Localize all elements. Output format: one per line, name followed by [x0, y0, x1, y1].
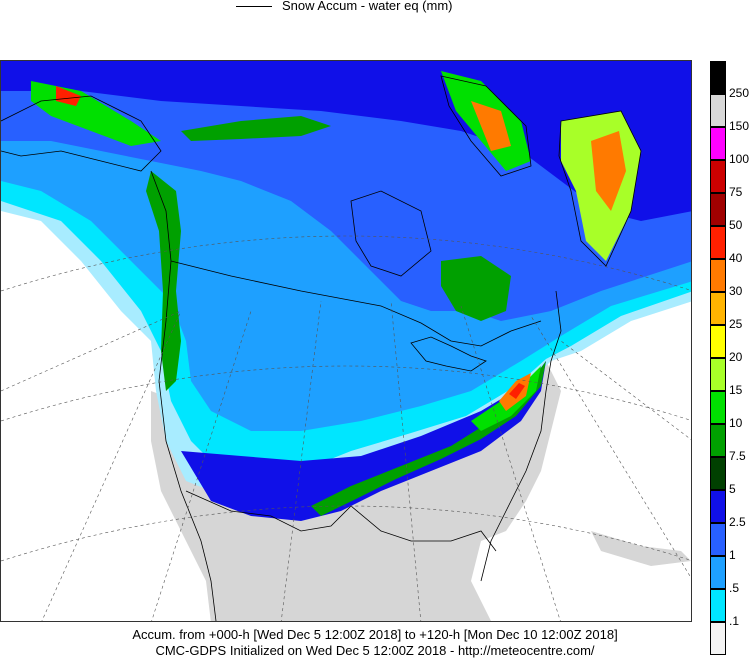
color-scale-swatch [710, 523, 726, 556]
color-scale-label: 15 [729, 383, 743, 397]
us-mexico-border [185, 490, 352, 532]
color-scale-swatch [710, 259, 726, 292]
color-scale-label: 150 [729, 119, 750, 133]
color-scale-swatch [710, 193, 726, 226]
footer-model-info: CMC-GDPS Initialized on Wed Dec 5 12:00Z… [155, 643, 595, 658]
color-scale-label: 50 [729, 218, 743, 232]
color-scale-swatch [710, 94, 726, 127]
longitude-line [151, 310, 252, 621]
color-scale-swatch [710, 490, 726, 523]
color-scale-label: 2.5 [729, 515, 746, 529]
snow-field-deep [1, 61, 691, 221]
snow-max-appalachians-core [509, 383, 525, 399]
color-scale-swatch [710, 556, 726, 589]
west-coastline [150, 170, 217, 621]
longitude-line [560, 340, 691, 440]
greenland-coast [558, 110, 642, 267]
color-scale-label: 40 [729, 251, 743, 265]
east-coastline [480, 290, 562, 582]
hudson-bay-coast [350, 190, 432, 277]
color-scale-swatch [710, 127, 726, 160]
color-scale-swatch [710, 622, 726, 655]
latitude-line [1, 505, 691, 562]
map-boundaries [1, 75, 642, 621]
color-scale-label: 5 [729, 482, 736, 496]
color-scale-swatch [710, 391, 726, 424]
longitude-line [280, 300, 322, 621]
snow-band-great-plains-deep [181, 361, 546, 521]
color-scale-swatch [710, 325, 726, 358]
color-scale-label: .1 [729, 614, 740, 628]
color-scale-swatch [710, 424, 726, 457]
color-scale-label: 20 [729, 350, 743, 364]
legend-label: Snow Accum - water eq (mm) [282, 0, 453, 13]
color-scale-swatch [710, 160, 726, 193]
land-caribbean [591, 531, 691, 566]
snow-accumulation-map [0, 60, 692, 622]
map-canvas [1, 61, 691, 621]
color-scale-label: .5 [729, 581, 740, 595]
snow-band-alaska-max [56, 86, 81, 106]
color-scale-swatch [710, 457, 726, 490]
color-scale-label: 10 [729, 416, 743, 430]
great-lakes [410, 336, 487, 372]
snow-band-green [311, 361, 546, 516]
color-scale-label: 100 [729, 152, 750, 166]
snow-band-arctic [181, 116, 331, 141]
color-scale-swatch [710, 589, 726, 622]
latitude-line [1, 235, 691, 292]
color-scale-label: 7.5 [729, 449, 746, 463]
snow-band-greenland-max [591, 131, 626, 211]
color-scale-swatch [710, 358, 726, 391]
color-scale-swatch [710, 61, 726, 94]
snow-band-quebec [441, 256, 511, 321]
color-scale-swatch [710, 292, 726, 325]
longitude-line [460, 305, 561, 621]
color-scale-swatch [710, 226, 726, 259]
latitude-line [1, 365, 691, 422]
color-scale-label: 75 [729, 185, 743, 199]
snow-band-pacific-coast [146, 171, 181, 391]
legend-line-sample [236, 6, 272, 7]
color-scale-label: 250 [729, 86, 750, 100]
alaska-coast [1, 95, 162, 172]
color-scale-label: 30 [729, 284, 743, 298]
footer-accumulation-range: Accum. from +000-h [Wed Dec 5 12:00Z 201… [132, 627, 618, 642]
longitude-line [41, 310, 182, 621]
longitude-line [530, 315, 691, 579]
canada-us-border [170, 260, 542, 347]
map-graticule [1, 235, 691, 621]
baffin-coast [440, 75, 532, 177]
snow-band-baffin-max [471, 101, 511, 151]
gulf-coastline [350, 505, 497, 552]
longitude-line [1, 310, 182, 392]
color-scale-label: 25 [729, 317, 743, 331]
color-scale-label: 1 [729, 548, 736, 562]
